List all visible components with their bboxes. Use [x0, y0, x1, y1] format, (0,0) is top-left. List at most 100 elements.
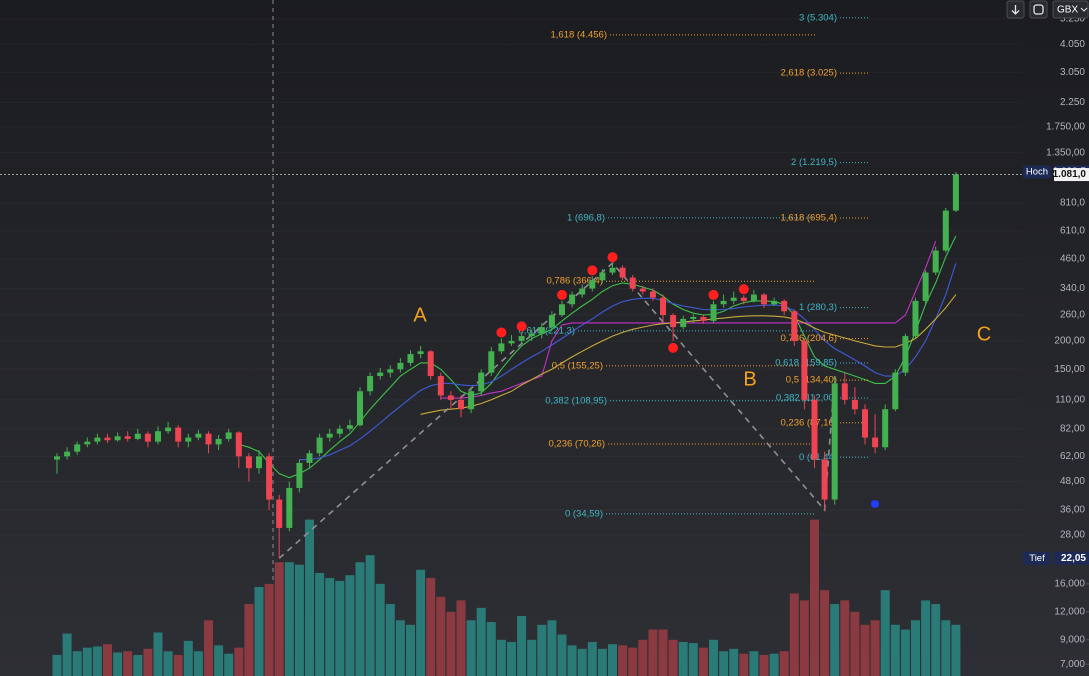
fib-level-label: 2 (1.219,5): [791, 157, 837, 168]
candle-body: [54, 456, 60, 460]
candle-body: [569, 294, 576, 305]
volume-bar: [810, 519, 819, 676]
volume-bar: [224, 653, 234, 676]
fib-level-label: 0,382 (108,95): [545, 395, 607, 406]
candle-body: [74, 444, 81, 452]
fib-level-label: 0,786 (366,4): [546, 276, 603, 287]
volume-bar: [698, 647, 708, 676]
volume-bar: [911, 620, 920, 676]
candle-body: [84, 441, 91, 445]
volume-bar: [72, 651, 82, 676]
volume-bar: [789, 593, 799, 676]
volume-bar: [769, 653, 779, 676]
candle-body: [609, 267, 616, 273]
volume-bar: [294, 564, 304, 676]
candle-body: [862, 409, 868, 438]
candle-body: [346, 425, 353, 429]
download-icon: [1011, 5, 1020, 15]
candle-body: [357, 391, 363, 426]
candle-body: [417, 351, 424, 355]
volume-bar: [416, 569, 426, 676]
volume-bar: [921, 600, 931, 676]
currency-select[interactable]: [1052, 0, 1089, 19]
volume-bar: [567, 645, 577, 676]
candle-body: [165, 427, 172, 432]
candle-body: [205, 433, 212, 445]
candle-body: [559, 304, 565, 316]
volume-bar: [850, 611, 860, 676]
volume-bar: [52, 654, 62, 676]
y-tick-label: 200,00: [1054, 336, 1085, 347]
fib-level-label: 0,618 (221,3): [518, 325, 575, 336]
candle-body: [801, 340, 808, 400]
volume-bar: [931, 604, 941, 676]
volume-bar: [638, 639, 648, 676]
y-tick-label: 82,00: [1060, 423, 1085, 434]
candle-body: [771, 300, 778, 305]
fib-level-label: 2,618 (3.025): [780, 68, 837, 79]
candle-body: [912, 300, 919, 337]
candle-body: [942, 210, 949, 251]
fullscreen-button[interactable]: [1029, 0, 1048, 19]
y-tick-label: 1.750,00: [1046, 122, 1085, 133]
y-tick-label: 4.050: [1060, 39, 1085, 50]
pivot-marker: [587, 265, 598, 276]
fib-level-label: 1 (280,3): [799, 302, 837, 313]
candle-body: [710, 304, 717, 321]
pivot-marker: [516, 321, 527, 332]
y-tick-label: 48,00: [1060, 476, 1085, 487]
volume-bar: [608, 644, 617, 676]
candle-body: [124, 436, 131, 439]
volume-bar: [517, 615, 527, 676]
volume-bar: [426, 577, 436, 676]
candle-body: [902, 336, 909, 373]
y-tick-label: 28,00: [1060, 529, 1085, 540]
candle-body: [468, 391, 475, 410]
fib-level-label: 1,618 (4.456): [550, 29, 607, 40]
candle-body: [185, 437, 192, 442]
fib-level-label: 3 (5.304): [799, 12, 837, 23]
volume-bar: [103, 644, 112, 676]
candle-body: [700, 316, 707, 321]
last-price-box: [1054, 168, 1089, 182]
volume-bar: [597, 648, 607, 676]
fullscreen-icon: [1033, 4, 1044, 15]
candle-body: [831, 383, 838, 500]
volume-bar: [284, 562, 294, 676]
volume-bar: [678, 641, 688, 676]
candle-body: [639, 288, 646, 292]
candle-body: [761, 294, 767, 305]
volume-bar: [880, 590, 890, 676]
volume-bar: [335, 580, 345, 676]
low-tag-label: Tief: [1029, 553, 1045, 564]
volume-bar: [385, 604, 395, 676]
volume-bar: [900, 629, 910, 676]
candle-body: [660, 297, 666, 316]
candle-body: [215, 438, 222, 445]
y-tick-label: 62,00: [1060, 451, 1085, 462]
volume-bar: [406, 624, 415, 676]
volume-tick-label: 9,000: [1060, 634, 1085, 645]
volume-bar: [153, 632, 163, 676]
pivot-marker: [738, 284, 749, 295]
candle-body: [195, 433, 202, 438]
candle-body: [841, 383, 848, 400]
volume-bar: [749, 651, 759, 676]
candle-body: [589, 280, 596, 289]
candle-body: [316, 437, 323, 454]
volume-bar: [779, 651, 789, 676]
high-tag-label: Hoch: [1026, 167, 1048, 178]
volume-bar: [274, 562, 284, 676]
candle-body: [740, 297, 747, 301]
volume-bar: [325, 577, 335, 676]
candle-body: [750, 294, 757, 301]
volume-bar: [113, 652, 123, 676]
candle-body: [266, 456, 273, 500]
candle-body: [114, 436, 121, 441]
candle-body: [730, 297, 737, 301]
moving-average-line: [420, 294, 957, 415]
volume-bar: [719, 651, 729, 676]
candle-body: [94, 437, 101, 442]
y-tick-label: 340,0: [1060, 283, 1085, 294]
volume-bar: [244, 604, 254, 676]
